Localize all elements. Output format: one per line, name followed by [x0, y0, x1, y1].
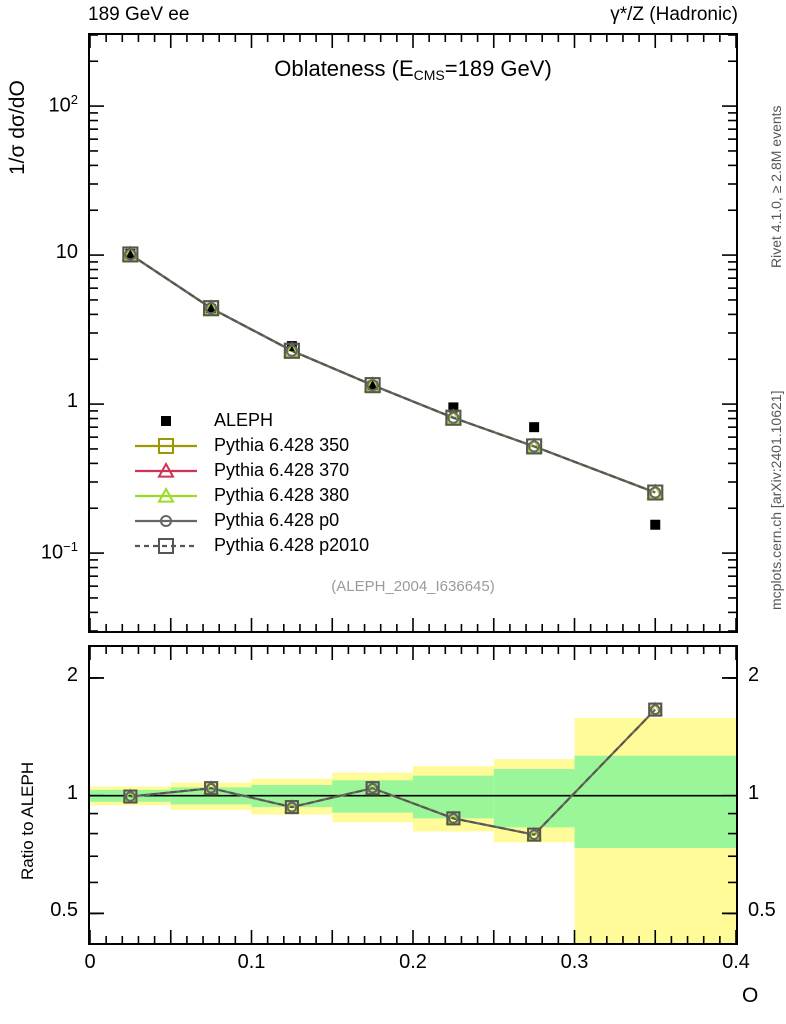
legend-item[interactable]: Pythia 6.428 350 [134, 433, 369, 458]
legend-item[interactable]: Pythia 6.428 380 [134, 483, 369, 508]
ratio-y-tick-label-right: 1 [748, 781, 760, 804]
main-y-tick-label: 10−1 [40, 539, 78, 564]
x-axis-label: O [742, 984, 759, 1007]
mcplots-source-note: mcplots.cern.ch [arXiv:2401.10621] [768, 390, 784, 610]
ratio-y-tick-label-left: 1 [66, 781, 78, 804]
legend-marker-open-square-icon [134, 435, 198, 457]
legend-item[interactable]: Pythia 6.428 p2010 [134, 533, 369, 558]
plot-title-subscript: CMS [413, 67, 445, 83]
legend-item[interactable]: ALEPH [134, 408, 369, 433]
legend-label: Pythia 6.428 p2010 [214, 535, 370, 555]
legend: ALEPH Pythia 6.428 350 Pythia 6.428 370 Pyt… [134, 408, 369, 558]
x-tick-label: 0.2 [399, 951, 427, 973]
ratio-y-tick-label-left: 0.5 [50, 899, 78, 922]
ratio-y-tick-label-left: 2 [66, 663, 78, 686]
legend-marker-filled-square-icon [134, 410, 198, 432]
x-tick-label: 0.3 [560, 951, 589, 973]
legend-marker-open-triangle-icon [134, 460, 198, 482]
legend-label: Pythia 6.428 380 [214, 485, 350, 505]
analysis-id-watermark: (ALEPH_2004_I636645) [331, 578, 495, 595]
main-y-axis-label: 1/σ dσ/dO [6, 80, 29, 175]
legend-label: Pythia 6.428 350 [214, 435, 350, 455]
legend-item[interactable]: Pythia 6.428 p0 [134, 508, 369, 533]
main-y-tick-label: 10 [55, 241, 78, 264]
ratio-plot-panel [88, 645, 738, 945]
plot-title: Oblateness (ECMS=189 GeV) [88, 56, 738, 83]
main-y-tick-label: 1 [66, 390, 78, 413]
legend-label: Pythia 6.428 370 [214, 460, 350, 480]
header-right-label: γ*/Z (Hadronic) [610, 4, 738, 25]
x-tick-label: 0.1 [237, 951, 266, 973]
plot-title-rest: =189 GeV) [444, 56, 552, 81]
legend-label: ALEPH [214, 410, 274, 430]
main-plot-canvas [90, 35, 736, 631]
x-tick-label: 0 [84, 951, 96, 973]
main-plot-panel [88, 33, 738, 633]
legend-marker-open-triangle-icon [134, 485, 198, 507]
ratio-plot-canvas [90, 647, 736, 943]
main-y-tick-label: 102 [48, 92, 78, 117]
legend-label: Pythia 6.428 p0 [214, 510, 340, 530]
legend-marker-open-circle-icon [134, 510, 198, 532]
ratio-y-axis-label: Ratio to ALEPH [18, 761, 37, 880]
rivet-version-note: Rivet 4.1.0, ≥ 2.8M events [768, 105, 784, 268]
ratio-y-tick-label-right: 2 [748, 663, 760, 686]
x-tick-label: 0.4 [722, 951, 750, 973]
legend-marker-open-square-icon [134, 535, 198, 557]
ratio-y-tick-label-right: 0.5 [748, 899, 776, 922]
legend-item[interactable]: Pythia 6.428 370 [134, 458, 369, 483]
plot-title-main: Oblateness (E [274, 56, 414, 81]
header-left-label: 189 GeV ee [88, 4, 190, 25]
